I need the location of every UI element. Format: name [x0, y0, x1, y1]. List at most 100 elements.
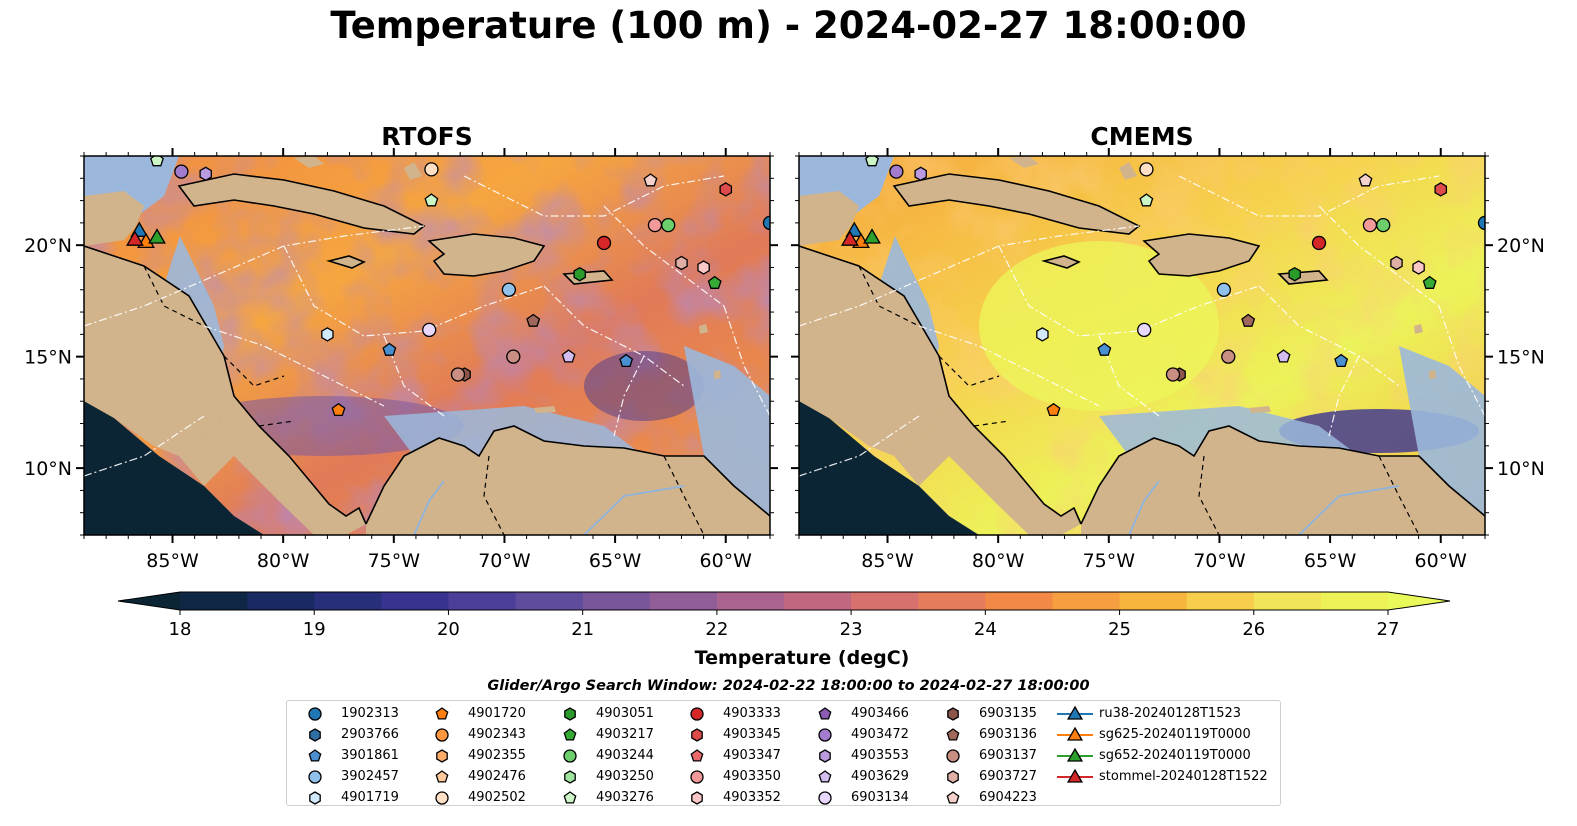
- legend-marker-circle-icon: [435, 791, 449, 805]
- colorbar-tick-label: 21: [571, 619, 594, 640]
- colorbar-segment: [582, 592, 651, 610]
- marker-3901861: [1097, 342, 1112, 356]
- marker-4903352: [697, 260, 710, 275]
- colorbar-tick-label: 24: [974, 619, 997, 640]
- marker-3902457: [501, 282, 517, 297]
- map-area: [799, 156, 1485, 535]
- legend-marker-circle-icon: [818, 791, 832, 805]
- legend-pentagon-icon: [308, 749, 322, 762]
- marker-6903137: [506, 349, 521, 364]
- marker-4903276: [424, 193, 439, 207]
- legend-label: 4903244: [596, 748, 654, 763]
- legend-hexagon-icon: [309, 728, 321, 742]
- lat-tick-label: 15°N: [24, 347, 72, 369]
- marker-4903472: [889, 164, 904, 179]
- marker-4903345: [1434, 182, 1448, 197]
- colorbar-tick-label: 19: [303, 619, 326, 640]
- map-frame: [798, 155, 1486, 536]
- legend-triangle-icon: [1066, 768, 1084, 783]
- observation-markers: [840, 156, 1485, 417]
- legend-triangle-icon: [1066, 747, 1084, 762]
- panel-title: CMEMS: [1090, 122, 1193, 151]
- legend-marker-hexagon-icon: [436, 749, 448, 763]
- marker-4903051: [1288, 266, 1301, 282]
- legend-marker-hexagon-icon: [691, 791, 703, 805]
- legend-marker-pentagon-icon: [690, 749, 704, 762]
- legend-pentagon-icon: [946, 791, 960, 804]
- legend-label: 4903350: [723, 769, 781, 784]
- legend-hexagon-icon: [436, 749, 448, 763]
- marker-4903244: [661, 217, 676, 233]
- lon-tick-label: 60°W: [700, 550, 753, 572]
- lat-tick-label: 10°N: [24, 458, 72, 480]
- legend-marker-pentagon-icon: [563, 728, 577, 741]
- marker-sg652-20240119T0000: [148, 228, 166, 244]
- lon-tick-label: 70°W: [478, 550, 531, 572]
- legend-hexagon-icon: [947, 707, 959, 721]
- legend-circle-icon: [563, 749, 577, 763]
- legend-marker-triangle-icon: [1057, 726, 1093, 741]
- legend-label: 4903217: [596, 727, 654, 742]
- legend-label: 4902355: [468, 748, 526, 763]
- legend-marker-triangle-icon: [1057, 747, 1093, 762]
- marker-4901720: [331, 402, 346, 417]
- legend-label: 4901719: [341, 790, 399, 805]
- marker-4902502: [424, 162, 439, 177]
- lon-tick-label: 85°W: [861, 550, 914, 572]
- legend-label: 3901861: [341, 748, 399, 763]
- legend-hexagon-icon: [691, 791, 703, 805]
- figure-title: Temperature (100 m) - 2024-02-27 18:00:0…: [330, 4, 1247, 47]
- marker-4903217: [707, 275, 722, 289]
- legend-marker-pentagon-icon: [946, 728, 960, 741]
- colorbar-segment: [1253, 592, 1322, 610]
- legend-label: 4903345: [723, 727, 781, 742]
- colorbar-segment: [1320, 592, 1389, 610]
- legend-marker-circle-icon: [308, 707, 322, 721]
- lat-tick-label: 10°N: [1497, 458, 1545, 480]
- legend-hexagon-icon: [564, 707, 576, 721]
- legend-hexagon-icon: [691, 728, 703, 742]
- legend-marker-hexagon-icon: [309, 728, 321, 742]
- legend-pentagon-icon: [818, 707, 832, 720]
- marker-6904223: [643, 173, 658, 187]
- legend-label: sg652-20240119T0000: [1099, 748, 1251, 763]
- legend-marker-pentagon-icon: [435, 770, 449, 783]
- legend-label: 4902343: [468, 727, 526, 742]
- map-panel-rtofs: 85°W 80°W 75°W 70°W 65°W 60°W 20°N 15°N 10°N RTOF…: [24, 122, 778, 572]
- lon-tick-label: 85°W: [146, 550, 199, 572]
- legend-circle-icon: [308, 707, 322, 721]
- legend-label: 4902502: [468, 790, 526, 805]
- marker-4903276: [150, 156, 164, 167]
- lon-tick-label: 75°W: [368, 550, 421, 572]
- legend-label: 4903629: [851, 769, 909, 784]
- marker-3901861: [619, 353, 634, 368]
- legend-label: stommel-20240128T1522: [1099, 769, 1268, 784]
- marker-4903276: [865, 156, 879, 167]
- colorbar-tick-label: 27: [1377, 619, 1400, 640]
- marker-6903727: [675, 255, 688, 271]
- marker-6903136: [526, 313, 541, 327]
- lon-tick-label: 75°W: [1083, 550, 1136, 572]
- legend: 1902313 2903766 3901861 3902457 4901719 49017…: [286, 700, 1281, 806]
- legend-marker-hexagon-icon: [819, 749, 831, 763]
- marker-3902457: [1216, 282, 1232, 297]
- legend-circle-icon: [435, 728, 449, 742]
- legend-label: 6903136: [979, 727, 1037, 742]
- legend-circle-icon: [308, 770, 322, 784]
- legend-hexagon-icon: [309, 791, 321, 805]
- marker-4903051: [573, 266, 586, 282]
- marker-4903333: [1311, 235, 1327, 251]
- marker-4901719: [321, 327, 334, 342]
- legend-marker-pentagon-icon: [946, 791, 960, 804]
- marker-4903629: [561, 349, 576, 363]
- legend-marker-hexagon-icon: [309, 791, 321, 805]
- map-area: [84, 156, 770, 535]
- colorbar-segment: [180, 592, 248, 610]
- legend-circle-icon: [435, 791, 449, 805]
- marker-4903350: [647, 217, 663, 233]
- legend-label: 4903333: [723, 706, 781, 721]
- legend-label: 4903466: [851, 706, 909, 721]
- lon-tick-label: 80°W: [972, 550, 1025, 572]
- colorbar-segment: [1052, 592, 1121, 610]
- legend-pentagon-icon: [435, 770, 449, 783]
